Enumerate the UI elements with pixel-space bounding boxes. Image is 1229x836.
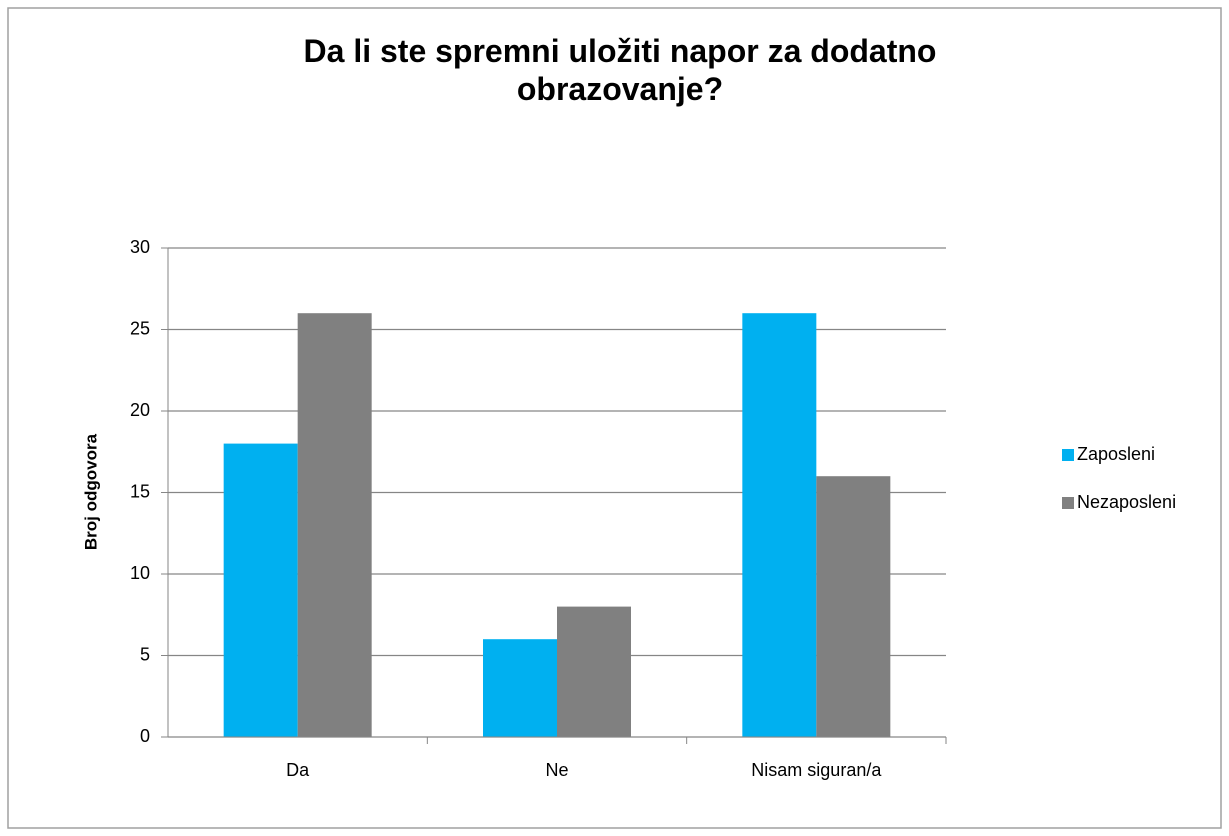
legend-swatch xyxy=(1062,497,1074,509)
y-tick-label: 15 xyxy=(130,481,150,501)
y-tick-label: 0 xyxy=(140,726,150,746)
legend-label: Zaposleni xyxy=(1077,444,1155,464)
chart-title: Da li ste spremni uložiti napor za dodat… xyxy=(303,33,937,107)
y-axis-label: Broj odgovora xyxy=(81,433,100,550)
y-tick-label: 10 xyxy=(130,563,150,583)
legend-swatch xyxy=(1062,449,1074,461)
bar xyxy=(297,313,372,737)
bar xyxy=(223,443,298,737)
bar xyxy=(483,639,557,737)
bar xyxy=(557,606,631,737)
y-tick-label: 20 xyxy=(130,400,150,420)
y-tick-label: 5 xyxy=(140,644,150,664)
bar xyxy=(742,313,817,737)
y-tick-label: 30 xyxy=(130,237,150,257)
x-tick-label: Da xyxy=(286,760,310,780)
y-tick-label: 25 xyxy=(130,318,150,338)
x-tick-label: Ne xyxy=(545,760,568,780)
bar xyxy=(816,476,891,737)
x-tick-label: Nisam siguran/a xyxy=(751,760,882,780)
legend-label: Nezaposleni xyxy=(1077,492,1176,512)
